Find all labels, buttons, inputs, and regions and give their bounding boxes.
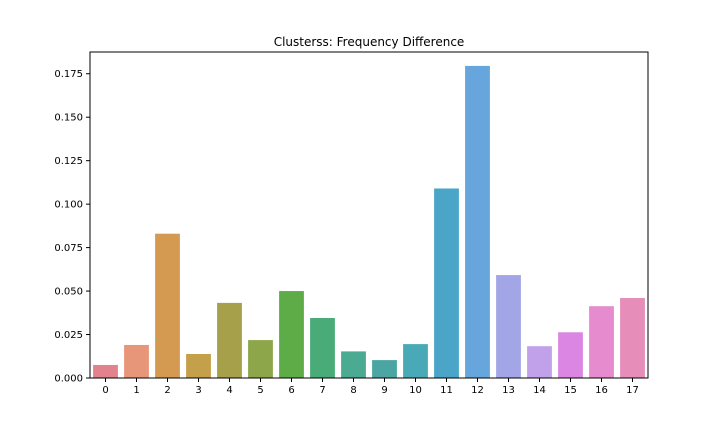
x-tick-label-10: 10 [409,385,422,396]
bar-11 [434,188,459,378]
bars-group [93,65,645,378]
bar-4 [217,302,242,378]
bar-13 [496,275,521,378]
chart-title: Clusterss: Frequency Difference [274,35,465,49]
x-tick-label-6: 6 [288,385,294,396]
x-tick-label-2: 2 [164,385,170,396]
bar-12 [465,65,490,378]
bar-9 [372,360,397,378]
bar-5 [248,340,273,378]
y-tick-label-1: 0.025 [54,330,83,341]
x-tick-label-4: 4 [226,385,232,396]
bar-0 [93,364,118,378]
x-tick-label-8: 8 [350,385,356,396]
y-axis: 0.000 0.025 0.050 0.075 0.100 0.125 0.150 0.175 [54,69,90,385]
x-tick-label-5: 5 [257,385,263,396]
bar-3 [186,354,211,378]
bar-15 [558,332,583,378]
bar-2 [155,233,180,378]
x-tick-label-16: 16 [595,385,608,396]
bar-6 [279,291,304,378]
x-tick-label-12: 12 [471,385,484,396]
x-tick-label-14: 14 [533,385,546,396]
plot-frame [89,51,649,379]
bar-8 [341,351,366,378]
x-axis: 0 1 2 3 4 5 6 7 8 9 10 11 12 13 14 15 16 17 [102,378,639,396]
x-tick-label-9: 9 [381,385,387,396]
y-tick-label-5: 0.125 [54,156,83,167]
x-tick-label-17: 17 [626,385,639,396]
y-tick-label-2: 0.050 [54,287,83,298]
x-tick-label-0: 0 [102,385,108,396]
x-tick-label-7: 7 [319,385,325,396]
y-tick-label-7: 0.175 [54,69,83,80]
x-tick-label-15: 15 [564,385,577,396]
bar-1 [124,344,149,378]
y-tick-label-4: 0.100 [54,200,83,211]
x-tick-label-3: 3 [195,385,201,396]
bar-7 [310,318,335,378]
y-tick-label-3: 0.075 [54,243,83,254]
x-tick-label-13: 13 [502,385,515,396]
y-tick-label-0: 0.000 [54,374,83,385]
x-tick-label-1: 1 [133,385,139,396]
y-tick-label-6: 0.150 [54,113,83,124]
bar-17 [620,298,645,378]
bar-16 [589,306,614,378]
bar-14 [527,346,552,378]
bar-10 [403,344,428,378]
x-tick-label-11: 11 [440,385,453,396]
